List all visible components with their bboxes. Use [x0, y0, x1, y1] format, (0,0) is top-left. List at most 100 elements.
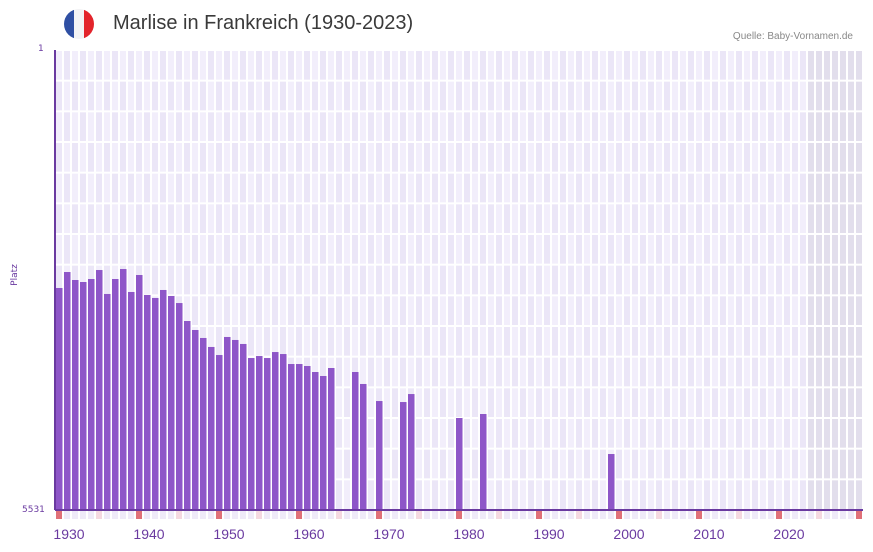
- bar-1939[interactable]: [128, 291, 135, 510]
- year-marker-1930: [56, 511, 62, 519]
- year-marker-1952: [232, 511, 238, 519]
- bar-1967[interactable]: [352, 372, 359, 510]
- year-marker-1967: [352, 511, 358, 519]
- bar-1945[interactable]: [176, 303, 183, 510]
- year-marker-1984: [488, 511, 494, 519]
- year-marker-1955: [256, 511, 262, 519]
- bar-1964[interactable]: [328, 368, 335, 510]
- bar-1946[interactable]: [184, 321, 191, 510]
- year-marker-1963: [320, 511, 326, 519]
- year-marker-1982: [472, 511, 478, 519]
- bar-1949[interactable]: [208, 346, 215, 510]
- bar-1957[interactable]: [272, 352, 279, 510]
- bar-1955[interactable]: [256, 356, 263, 510]
- year-marker-2010: [696, 511, 702, 519]
- bar-1942[interactable]: [152, 297, 159, 510]
- y-axis-top-label: 1: [38, 44, 44, 54]
- flag-stripe-white: [74, 9, 84, 39]
- year-marker-1947: [192, 511, 198, 519]
- year-marker-1964: [328, 511, 334, 519]
- year-marker-1946: [184, 511, 190, 519]
- year-marker-1937: [112, 511, 118, 519]
- year-marker-1969: [368, 511, 374, 519]
- year-marker-2018: [760, 511, 766, 519]
- bar-1941[interactable]: [144, 294, 151, 510]
- year-marker-2004: [648, 511, 654, 519]
- x-tick-1980: 1980: [453, 526, 485, 542]
- year-marker-1985: [496, 511, 502, 519]
- bar-1953[interactable]: [240, 343, 247, 510]
- bar-1938[interactable]: [120, 269, 127, 510]
- bar-1973[interactable]: [400, 402, 407, 510]
- year-marker-1981: [464, 511, 470, 519]
- flag-stripe-blue: [64, 9, 74, 39]
- year-marker-1970: [376, 511, 382, 519]
- year-marker-1942: [152, 511, 158, 519]
- bar-1960[interactable]: [296, 364, 303, 510]
- year-marker-1987: [512, 511, 518, 519]
- bar-1936[interactable]: [104, 293, 111, 510]
- bar-1961[interactable]: [304, 366, 311, 510]
- year-marker-1992: [552, 511, 558, 519]
- year-marker-1990: [536, 511, 542, 519]
- year-marker-1941: [144, 511, 150, 519]
- bar-1947[interactable]: [192, 329, 199, 510]
- y-axis-bottom-label: 5531: [22, 505, 45, 515]
- year-marker-2022: [792, 511, 798, 519]
- year-marker-1977: [432, 511, 438, 519]
- bar-1962[interactable]: [312, 372, 319, 510]
- bar-1951[interactable]: [224, 336, 231, 510]
- year-marker-2015: [736, 511, 742, 519]
- plot-area: [55, 50, 863, 510]
- x-tick-1950: 1950: [213, 526, 245, 542]
- year-marker-1938: [120, 511, 126, 519]
- bar-1933[interactable]: [80, 281, 87, 510]
- year-marker-1953: [240, 511, 246, 519]
- year-marker-1960: [296, 511, 302, 519]
- year-marker-1959: [288, 511, 294, 519]
- x-tick-1970: 1970: [373, 526, 405, 542]
- bar-1950[interactable]: [216, 355, 223, 510]
- year-marker-1956: [264, 511, 270, 519]
- year-marker-1943: [160, 511, 166, 519]
- bar-1959[interactable]: [288, 364, 295, 510]
- year-marker-1944: [168, 511, 174, 519]
- year-marker-1999: [608, 511, 614, 519]
- year-marker-2024: [808, 511, 814, 519]
- year-marker-1950: [216, 511, 222, 519]
- year-marker-2016: [744, 511, 750, 519]
- bar-1935[interactable]: [96, 270, 103, 510]
- year-marker-2029: [848, 511, 854, 519]
- bar-1980[interactable]: [456, 418, 463, 510]
- x-tick-1940: 1940: [133, 526, 165, 542]
- year-marker-1986: [504, 511, 510, 519]
- bar-1956[interactable]: [264, 358, 271, 510]
- year-marker-1972: [392, 511, 398, 519]
- year-marker-1939: [128, 511, 134, 519]
- bar-1983[interactable]: [480, 414, 487, 510]
- bar-1944[interactable]: [168, 295, 175, 510]
- bar-1968[interactable]: [360, 383, 367, 510]
- x-axis-labels: 1930 1940 1950 1960 1970 1980 1990 2000 2010 2020: [53, 526, 863, 546]
- bar-1970[interactable]: [376, 401, 383, 510]
- year-marker-1961: [304, 511, 310, 519]
- bar-1937[interactable]: [112, 279, 119, 510]
- bar-1934[interactable]: [88, 279, 95, 510]
- bar-1948[interactable]: [200, 337, 207, 510]
- bar-1931[interactable]: [64, 272, 71, 510]
- bar-1952[interactable]: [232, 339, 239, 510]
- flag-stripe-red: [84, 9, 94, 39]
- year-marker-2001: [624, 511, 630, 519]
- bar-1943[interactable]: [160, 289, 167, 510]
- bar-1940[interactable]: [136, 275, 143, 510]
- year-marker-1958: [280, 511, 286, 519]
- year-marker-1951: [224, 511, 230, 519]
- bar-1963[interactable]: [320, 375, 327, 510]
- bar-1999[interactable]: [608, 454, 615, 510]
- bar-1974[interactable]: [408, 394, 415, 510]
- bar-1932[interactable]: [72, 280, 79, 510]
- bar-1958[interactable]: [280, 354, 287, 510]
- bar-1930[interactable]: [56, 287, 63, 510]
- x-tick-2010: 2010: [693, 526, 725, 542]
- bar-1954[interactable]: [248, 358, 255, 510]
